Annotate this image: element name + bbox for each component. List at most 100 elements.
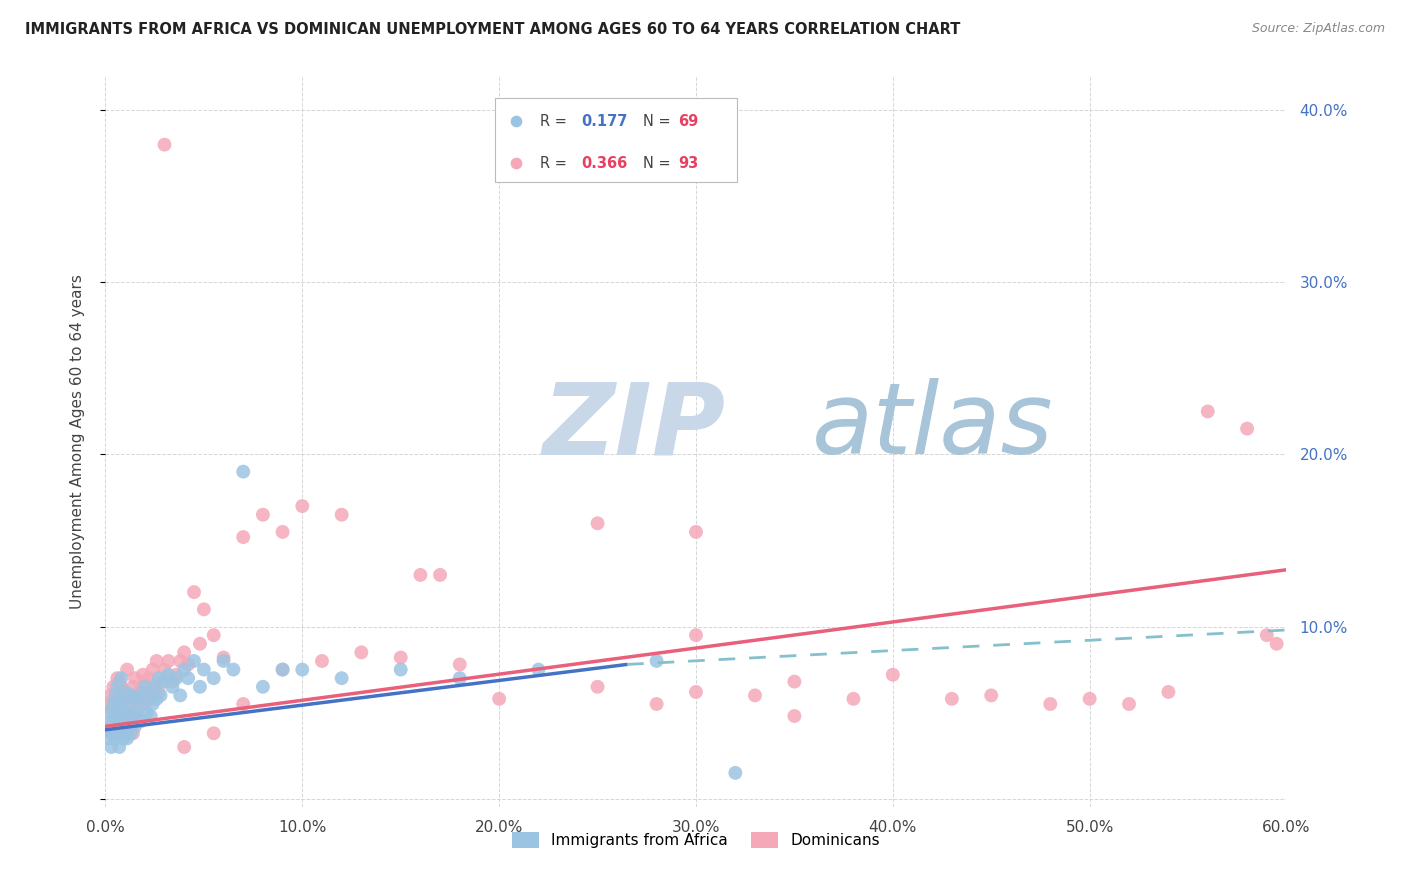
Point	[100, 702, 122, 716]
Point	[118, 719, 141, 733]
Point	[129, 714, 152, 729]
Point	[132, 697, 155, 711]
Point	[212, 654, 235, 668]
Point	[145, 691, 167, 706]
Point	[112, 714, 135, 729]
Point	[143, 680, 166, 694]
Legend: Immigrants from Africa, Dominicans: Immigrants from Africa, Dominicans	[506, 826, 886, 855]
Point	[252, 508, 274, 522]
Text: ZIP: ZIP	[543, 378, 725, 475]
Point	[105, 680, 128, 694]
Point	[96, 697, 118, 711]
Point	[98, 731, 121, 746]
Point	[108, 723, 131, 737]
Point	[291, 663, 314, 677]
Point	[193, 663, 215, 677]
Point	[110, 671, 132, 685]
Point	[115, 663, 138, 677]
Point	[122, 709, 145, 723]
Point	[586, 516, 609, 531]
Point	[129, 691, 152, 706]
Point	[100, 726, 122, 740]
Point	[222, 663, 245, 677]
Point	[389, 650, 412, 665]
Point	[128, 685, 150, 699]
Point	[122, 726, 145, 740]
Point	[1118, 697, 1140, 711]
Point	[114, 685, 136, 699]
Y-axis label: Unemployment Among Ages 60 to 64 years: Unemployment Among Ages 60 to 64 years	[70, 274, 84, 609]
Point	[202, 628, 225, 642]
Point	[114, 706, 136, 720]
Point	[173, 739, 195, 754]
Point	[169, 689, 191, 703]
Point	[103, 726, 125, 740]
Point	[783, 674, 806, 689]
Point	[1265, 637, 1288, 651]
Point	[169, 654, 191, 668]
Point	[153, 663, 176, 677]
Point	[586, 680, 609, 694]
Point	[1256, 628, 1278, 642]
Point	[153, 137, 176, 152]
Point	[112, 691, 135, 706]
Point	[165, 671, 187, 685]
Point	[330, 671, 353, 685]
Point	[1236, 422, 1258, 436]
Text: 69: 69	[678, 114, 699, 128]
Point	[744, 689, 766, 703]
Point	[120, 726, 142, 740]
Point	[882, 667, 904, 681]
Point	[724, 765, 747, 780]
Point	[202, 671, 225, 685]
Text: atlas: atlas	[811, 378, 1053, 475]
Point	[115, 731, 138, 746]
Point	[125, 706, 148, 720]
Point	[115, 709, 138, 723]
Point	[177, 671, 200, 685]
Point	[132, 667, 155, 681]
Point	[148, 671, 170, 685]
Point	[105, 671, 128, 685]
Point	[193, 602, 215, 616]
Point	[110, 723, 132, 737]
Point	[232, 530, 254, 544]
Point	[120, 689, 142, 703]
Text: 0.177: 0.177	[582, 114, 628, 128]
Text: N =: N =	[643, 114, 675, 128]
Point	[645, 697, 668, 711]
Point	[162, 674, 184, 689]
Point	[100, 739, 122, 754]
Point	[1157, 685, 1180, 699]
Point	[232, 697, 254, 711]
Point	[165, 667, 187, 681]
Point	[783, 709, 806, 723]
Point	[98, 706, 121, 720]
Point	[114, 726, 136, 740]
Point	[149, 689, 172, 703]
Point	[252, 680, 274, 694]
Point	[173, 663, 195, 677]
Point	[124, 691, 146, 706]
Point	[271, 663, 294, 677]
Point	[124, 691, 146, 706]
Point	[980, 689, 1002, 703]
Point	[114, 726, 136, 740]
Point	[108, 674, 131, 689]
Point	[125, 709, 148, 723]
Point	[389, 663, 412, 677]
Point	[139, 709, 162, 723]
Point	[271, 663, 294, 677]
Text: N =: N =	[643, 156, 675, 171]
Point	[110, 680, 132, 694]
Point	[104, 689, 127, 703]
Point	[98, 689, 121, 703]
Point	[941, 691, 963, 706]
Text: 93: 93	[678, 156, 699, 171]
Point	[291, 499, 314, 513]
Point	[842, 691, 865, 706]
Point	[162, 680, 184, 694]
Point	[157, 654, 180, 668]
Point	[103, 697, 125, 711]
Point	[685, 628, 707, 642]
